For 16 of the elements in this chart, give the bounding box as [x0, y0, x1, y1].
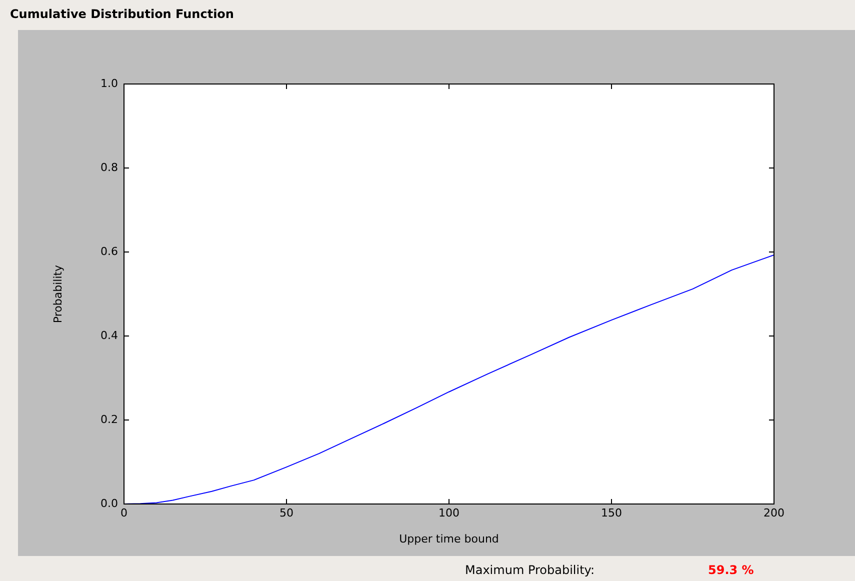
x-tick-label: 0: [120, 506, 128, 520]
y-tick-label: 0.4: [100, 328, 118, 342]
chart-title: Cumulative Distribution Function: [10, 7, 234, 21]
x-tick-label: 50: [280, 506, 294, 520]
x-axis-title: Upper time bound: [399, 532, 499, 546]
y-tick-label: 0.6: [100, 244, 118, 258]
x-tick-label: 100: [438, 506, 460, 520]
x-tick-label: 200: [764, 506, 784, 520]
text: Maximum Probability:: [465, 563, 595, 577]
y-tick-label: 0.8: [100, 160, 118, 174]
x-tick-label: 150: [601, 506, 622, 520]
y-axis-title: Probability: [51, 264, 64, 324]
y-tick-label: 1.0: [100, 76, 118, 90]
y-tick-label: 0.0: [100, 496, 118, 510]
text: 59.3 %: [708, 563, 754, 577]
y-tick-label: 0.2: [100, 412, 118, 426]
